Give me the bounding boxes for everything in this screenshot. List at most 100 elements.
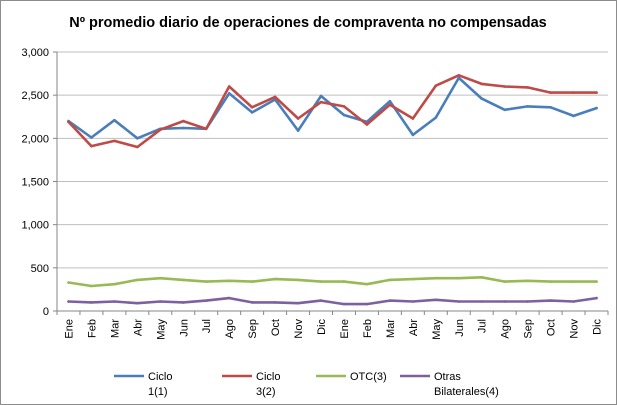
x-tick-label: Abr <box>408 319 420 336</box>
data-point <box>388 99 392 103</box>
data-point <box>250 301 254 304</box>
data-point <box>182 278 185 282</box>
x-tick-label: Abr <box>132 319 144 336</box>
y-tick-label: 2,000 <box>21 133 49 145</box>
y-tick-label: 3,000 <box>21 47 49 59</box>
data-point <box>159 276 162 280</box>
data-point <box>572 280 575 283</box>
data-point <box>480 82 484 86</box>
data-point <box>182 126 185 130</box>
data-point <box>342 105 346 108</box>
data-point <box>296 117 300 120</box>
legend-label-0: Ciclo <box>148 371 172 383</box>
data-point <box>549 91 552 94</box>
data-point <box>572 300 575 303</box>
x-tick-label: Oct <box>546 319 558 336</box>
data-point <box>342 113 346 117</box>
data-point <box>67 281 70 284</box>
data-point <box>90 136 93 139</box>
data-point <box>159 128 162 131</box>
data-point <box>204 299 208 302</box>
data-point <box>159 300 162 303</box>
x-tick-label: Feb <box>362 319 374 338</box>
legend-label-2: OTC(3) <box>350 371 387 383</box>
x-tick-label: Jun <box>454 319 466 337</box>
data-point <box>250 111 254 114</box>
data-point <box>595 106 598 110</box>
data-point <box>365 282 369 286</box>
data-point <box>227 296 231 300</box>
series-line-3 <box>67 296 598 306</box>
x-tick-label: Dic <box>592 319 604 335</box>
x-tick-label: Nov <box>293 319 305 339</box>
data-point <box>480 300 484 303</box>
x-axis: Ene Feb Mar Abr May Jun Jul Ago Sep Oct Nov Dic Ene F… <box>56 310 609 340</box>
data-point <box>503 300 507 303</box>
data-point <box>480 276 484 279</box>
y-tick-label: 1,500 <box>21 177 49 189</box>
data-point <box>411 300 415 303</box>
data-point <box>388 278 392 282</box>
data-point <box>457 74 461 77</box>
data-point <box>526 300 529 303</box>
data-point <box>480 97 484 100</box>
data-point <box>319 94 323 98</box>
data-point <box>113 139 116 143</box>
data-point <box>595 91 598 94</box>
data-point <box>319 280 323 283</box>
data-point <box>434 298 438 302</box>
x-tick-label: Oct <box>270 319 282 336</box>
data-point <box>90 284 93 288</box>
data-point <box>595 280 598 283</box>
data-point <box>67 120 70 124</box>
data-point <box>503 85 507 88</box>
x-tick-label: Ago <box>500 319 512 339</box>
data-point <box>411 133 415 137</box>
x-tick-label: Nov <box>569 319 581 339</box>
x-tick-label: Ene <box>339 319 351 339</box>
data-point <box>365 123 369 126</box>
data-point <box>113 118 116 122</box>
data-point <box>411 117 415 120</box>
x-tick-label: Jul <box>201 319 213 333</box>
series-line-2 <box>67 275 598 288</box>
data-point <box>182 119 185 123</box>
y-tick-label: 500 <box>31 263 49 275</box>
data-point <box>388 103 392 106</box>
series-line-1 <box>67 74 598 149</box>
legend-label-3-cont: Bilaterales(4) <box>434 386 499 398</box>
data-point <box>526 86 529 89</box>
data-point <box>572 114 575 118</box>
data-point <box>250 280 254 283</box>
data-point <box>204 280 208 283</box>
y-tick-label: 0 <box>43 306 49 318</box>
data-point <box>411 277 415 281</box>
data-point <box>182 301 185 304</box>
x-tick-label: Feb <box>86 319 98 338</box>
data-point <box>273 277 277 281</box>
chart-title: Nº promedio diario de operaciones de com… <box>69 15 546 31</box>
data-point <box>595 296 598 300</box>
x-tick-label: Jul <box>477 319 489 333</box>
data-point <box>503 108 507 112</box>
data-point <box>136 278 139 282</box>
data-point <box>342 280 346 283</box>
y-tick-label: 2,500 <box>21 90 49 102</box>
data-point <box>227 279 231 283</box>
data-point <box>365 302 369 306</box>
data-point <box>526 105 529 108</box>
data-point <box>549 280 552 283</box>
data-point <box>572 91 575 94</box>
data-point <box>273 95 277 99</box>
data-point <box>319 299 323 302</box>
x-tick-label: Dic <box>316 319 328 335</box>
x-tick-label: Ene <box>63 319 75 339</box>
gridlines <box>57 51 608 269</box>
data-point <box>296 301 300 305</box>
x-tick-label: May <box>155 319 167 340</box>
data-point <box>342 302 346 306</box>
x-tick-label: Sep <box>523 319 535 339</box>
data-point <box>434 116 438 119</box>
